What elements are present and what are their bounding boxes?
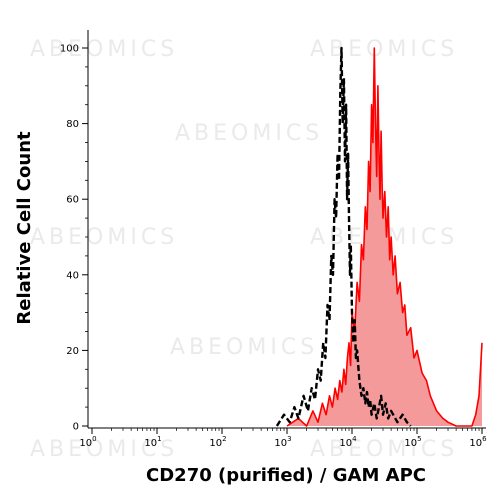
y-tick-label: 0 [73,422,79,433]
y-tick-label: 80 [66,119,79,130]
red-series-line [286,47,483,427]
watermark-text: ABEOMICS [30,37,178,62]
x-tick-label: 103 [274,435,291,449]
ticks-layer: 0 20 40 60 80 100 100 101 102 103 104 105 106 [60,44,487,450]
watermark-text: ABEOMICS [30,225,178,250]
x-tick-label: 102 [209,435,226,449]
y-tick-label: 20 [66,346,79,357]
y-tick-label: 60 [66,195,79,206]
dashed-series-line [275,46,412,427]
y-axis-label: Relative Cell Count [14,131,35,325]
y-tick-label: 100 [60,44,79,55]
x-axis-label: CD270 (purified) / GAM APC [146,465,426,486]
series-fill-area [287,48,482,426]
x-tick-label: 106 [469,435,487,449]
watermark-text: ABEOMICS [175,121,323,146]
watermark-text: ABEOMICS [30,437,178,462]
series-layer [275,46,483,427]
watermark-text: ABEOMICS [170,335,318,360]
watermark-text: ABEOMICS [310,37,458,62]
x-tick-label: 104 [339,435,357,449]
x-tick-label: 105 [404,435,421,449]
y-tick-label: 40 [66,270,79,281]
watermark-text: ABEOMICS [310,437,458,462]
x-tick-label: 100 [79,435,96,449]
x-tick-label: 101 [144,435,161,449]
